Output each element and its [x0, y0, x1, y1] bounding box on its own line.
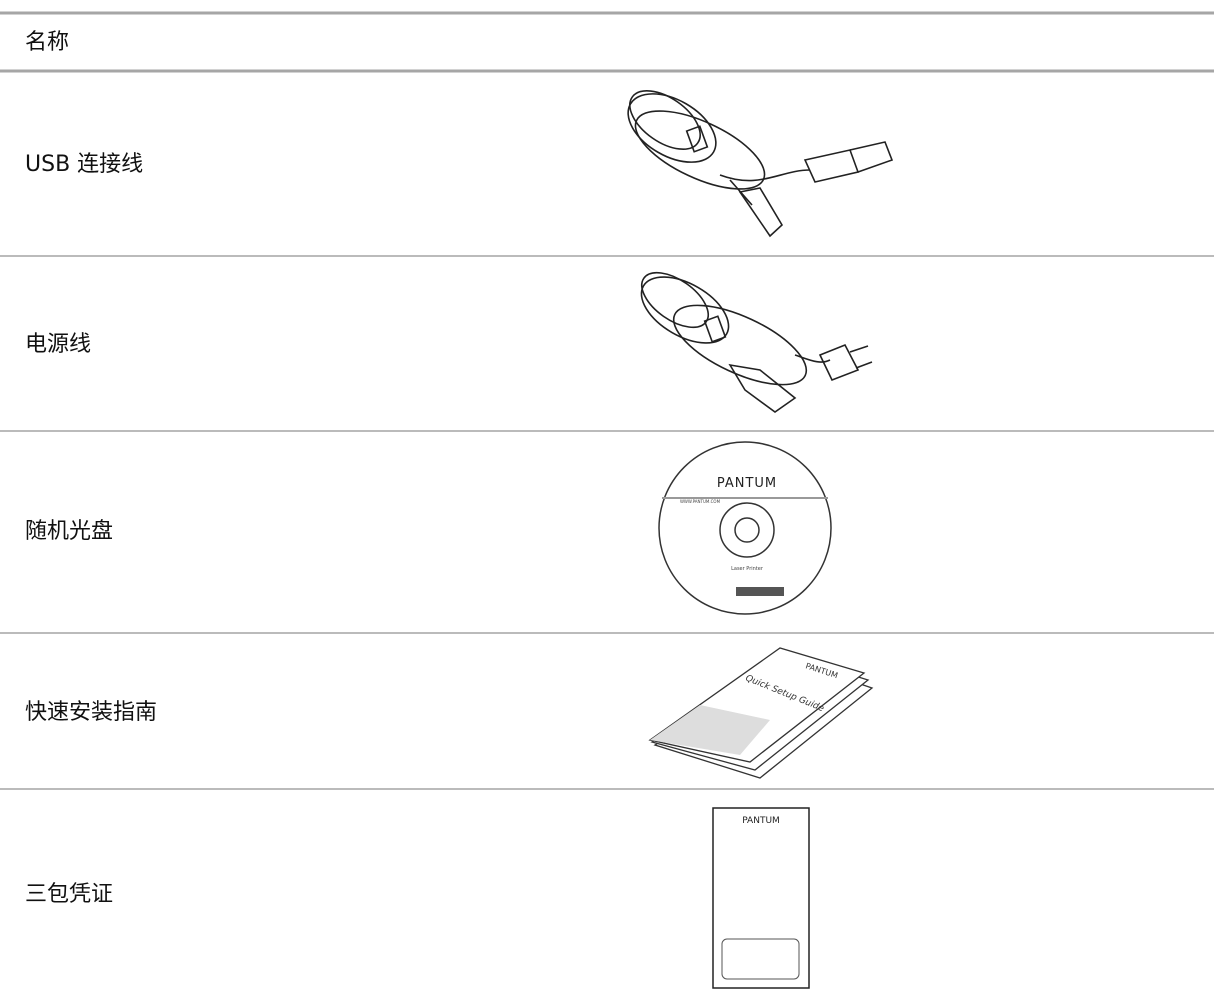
- item-name: 电源线: [25, 332, 91, 357]
- cd-url: WWW.PANTUM.COM: [680, 499, 721, 504]
- power-cord-illustration: [640, 271, 873, 413]
- warranty-card-illustration: PANTUM: [712, 807, 810, 989]
- usb-cable-illustration: [627, 90, 894, 238]
- guide-illustration: PANTUM Quick Setup Guide: [648, 647, 874, 779]
- item-name: USB 连接线: [25, 152, 143, 177]
- item-name: 快速安装指南: [25, 700, 157, 725]
- cd-brand: PANTUM: [717, 476, 777, 491]
- item-name: 随机光盘: [25, 519, 113, 544]
- cd-illustration: PANTUM WWW.PANTUM.COM Laser Printer: [658, 441, 832, 615]
- card-brand: PANTUM: [742, 816, 780, 826]
- item-name: 三包凭证: [25, 882, 113, 907]
- header-cell: 名称: [25, 30, 69, 55]
- cd-label: Laser Printer: [731, 566, 764, 572]
